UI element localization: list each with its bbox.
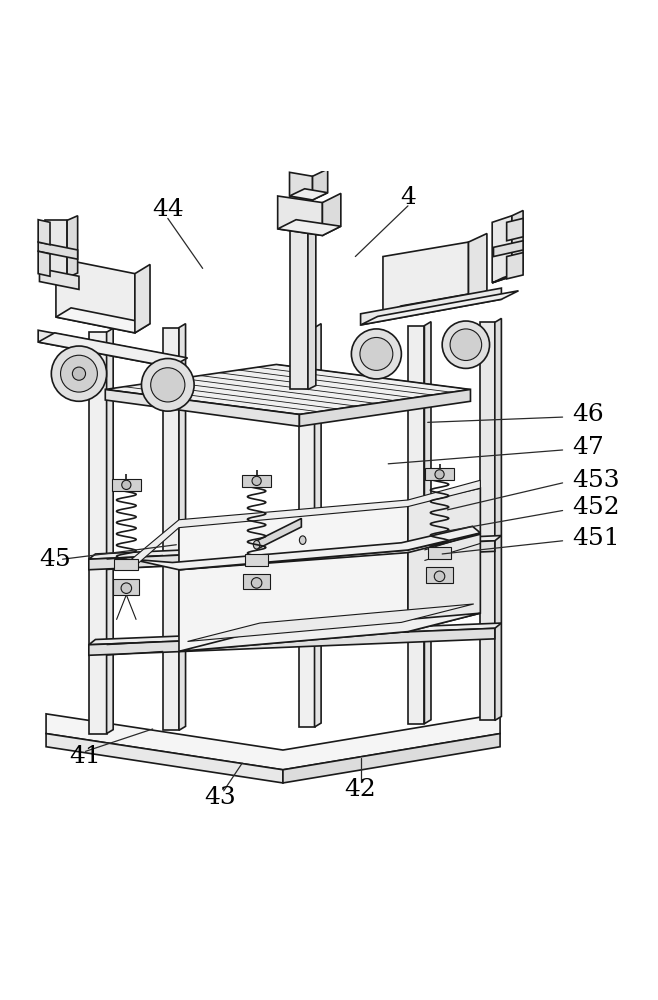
Circle shape <box>72 367 86 380</box>
Polygon shape <box>361 291 519 325</box>
Circle shape <box>122 480 131 489</box>
Polygon shape <box>114 559 138 570</box>
Polygon shape <box>163 328 179 730</box>
Polygon shape <box>38 220 50 245</box>
Polygon shape <box>179 324 186 730</box>
Polygon shape <box>46 714 500 770</box>
Circle shape <box>151 368 185 402</box>
Polygon shape <box>408 534 480 632</box>
Polygon shape <box>38 330 171 367</box>
Polygon shape <box>424 322 431 724</box>
Polygon shape <box>89 536 501 559</box>
Polygon shape <box>299 328 315 727</box>
Text: 44: 44 <box>152 198 184 221</box>
Text: 42: 42 <box>345 778 376 801</box>
Polygon shape <box>507 253 523 279</box>
Polygon shape <box>492 216 512 283</box>
Ellipse shape <box>299 536 306 544</box>
Text: 46: 46 <box>572 403 604 426</box>
Circle shape <box>351 329 401 379</box>
Circle shape <box>450 329 482 361</box>
Polygon shape <box>89 332 107 734</box>
Polygon shape <box>46 734 283 783</box>
Polygon shape <box>322 193 341 235</box>
Text: 47: 47 <box>572 436 604 459</box>
Circle shape <box>51 346 107 401</box>
Polygon shape <box>426 567 453 583</box>
Polygon shape <box>242 475 271 487</box>
Polygon shape <box>45 220 67 278</box>
Polygon shape <box>179 553 408 651</box>
Polygon shape <box>278 196 322 235</box>
Polygon shape <box>105 364 470 414</box>
Polygon shape <box>290 189 328 200</box>
Circle shape <box>252 476 261 486</box>
Polygon shape <box>408 488 480 550</box>
Polygon shape <box>179 613 480 651</box>
Polygon shape <box>495 318 501 720</box>
Text: 43: 43 <box>204 786 236 809</box>
Circle shape <box>61 355 97 392</box>
Circle shape <box>141 359 194 411</box>
Polygon shape <box>89 623 501 645</box>
Polygon shape <box>245 554 268 566</box>
Polygon shape <box>38 242 78 259</box>
Polygon shape <box>278 220 341 235</box>
Polygon shape <box>243 574 270 589</box>
Polygon shape <box>39 268 79 289</box>
Polygon shape <box>290 225 308 389</box>
Circle shape <box>434 571 445 582</box>
Text: 45: 45 <box>39 548 71 571</box>
Polygon shape <box>56 258 135 333</box>
Polygon shape <box>38 251 50 276</box>
Text: 4: 4 <box>400 186 416 209</box>
Polygon shape <box>38 333 188 367</box>
Polygon shape <box>107 328 113 734</box>
Polygon shape <box>67 216 78 278</box>
Polygon shape <box>290 172 313 200</box>
Polygon shape <box>89 628 495 655</box>
Polygon shape <box>425 468 454 480</box>
Polygon shape <box>408 326 424 724</box>
Text: 451: 451 <box>572 527 620 550</box>
Circle shape <box>360 337 393 370</box>
Circle shape <box>435 470 444 479</box>
Text: 41: 41 <box>69 745 101 768</box>
Polygon shape <box>105 389 299 426</box>
Ellipse shape <box>253 540 260 549</box>
Polygon shape <box>113 579 139 595</box>
Polygon shape <box>308 221 316 389</box>
Text: 453: 453 <box>572 469 620 492</box>
Polygon shape <box>257 518 301 549</box>
Polygon shape <box>112 479 141 491</box>
Circle shape <box>121 583 132 593</box>
Polygon shape <box>132 480 480 569</box>
Polygon shape <box>361 288 501 325</box>
Circle shape <box>442 321 490 368</box>
Polygon shape <box>507 218 523 241</box>
Polygon shape <box>492 271 523 283</box>
Text: 452: 452 <box>572 496 620 519</box>
Polygon shape <box>188 604 474 641</box>
Polygon shape <box>315 324 321 727</box>
Polygon shape <box>383 242 468 314</box>
Polygon shape <box>383 291 487 314</box>
Polygon shape <box>480 322 495 720</box>
Polygon shape <box>132 526 480 570</box>
Polygon shape <box>56 308 150 333</box>
Polygon shape <box>299 389 470 426</box>
Polygon shape <box>494 241 523 257</box>
Polygon shape <box>428 547 451 559</box>
Polygon shape <box>179 504 408 570</box>
Polygon shape <box>89 541 495 570</box>
Polygon shape <box>135 264 150 333</box>
Circle shape <box>251 578 262 588</box>
Polygon shape <box>313 169 328 200</box>
Polygon shape <box>283 734 500 783</box>
Polygon shape <box>512 210 523 276</box>
Polygon shape <box>468 234 487 299</box>
